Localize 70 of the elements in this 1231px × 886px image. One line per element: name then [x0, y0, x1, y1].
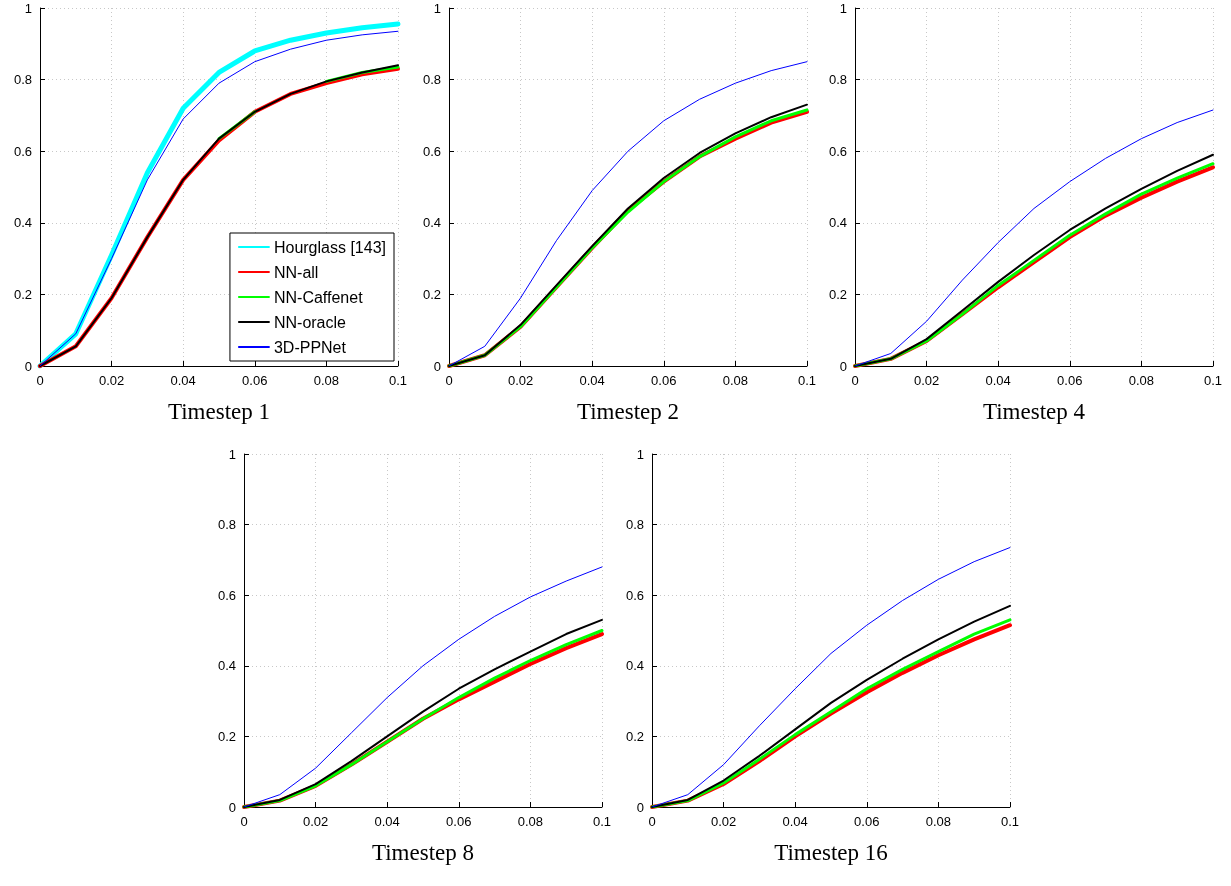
x-axis-title: Timestep 8: [371, 840, 474, 865]
y-tick-label: 0: [228, 799, 236, 815]
y-tick-label: 1: [433, 0, 441, 16]
y-tick-label: 0: [433, 358, 441, 374]
y-tick-label: 0.4: [217, 658, 236, 674]
x-tick-label: 0.04: [374, 814, 400, 829]
x-axis-title: Timestep 16: [774, 840, 888, 865]
x-tick-label: 0.06: [651, 373, 677, 388]
x-tick-label: 0.02: [913, 373, 940, 388]
y-tick-label: 0.6: [422, 143, 441, 159]
y-tick-label: 0.8: [13, 72, 32, 88]
y-tick-label: 0: [24, 358, 32, 374]
y-tick-label: 0.2: [828, 286, 847, 302]
y-tick-label: 0.2: [13, 286, 32, 302]
x-tick-label: 0: [851, 373, 859, 388]
y-tick-label: 0.8: [217, 517, 236, 533]
x-axis-title: Timestep 2: [576, 399, 679, 424]
y-tick-label: 0.6: [625, 587, 644, 603]
y-tick-label: 0.2: [625, 728, 644, 744]
x-tick-label: 0.02: [507, 373, 534, 388]
y-tick-label: 0.6: [13, 143, 32, 159]
x-tick-label: 0: [445, 373, 453, 388]
x-tick-label: 0: [36, 373, 44, 388]
x-tick-label: 0.04: [579, 373, 605, 388]
y-tick-label: 1: [24, 0, 32, 16]
y-tick-label: 0.6: [217, 587, 236, 603]
legend-label: NN-Caffenet: [273, 288, 364, 306]
legend-label: Hourglass [143]: [273, 238, 386, 256]
x-tick-label: 0.06: [446, 814, 472, 829]
x-axis-title: Timestep 1: [167, 399, 270, 424]
x-tick-label: 0.08: [925, 814, 952, 829]
x-tick-label: 0.06: [242, 373, 268, 388]
x-tick-label: 0.04: [782, 814, 808, 829]
x-axis-title: Timestep 4: [982, 399, 1086, 424]
x-tick-label: 0.08: [1128, 373, 1155, 388]
legend-label: NN-all: [273, 263, 319, 281]
x-tick-label: 0.06: [854, 814, 880, 829]
x-tick-label: 0.1: [388, 373, 407, 388]
y-tick-label: 0: [839, 358, 847, 374]
x-tick-label: 0.08: [517, 814, 544, 829]
y-tick-label: 1: [228, 446, 236, 462]
y-tick-label: 0.8: [625, 517, 644, 533]
y-tick-label: 0.6: [828, 143, 847, 159]
x-tick-label: 0.08: [722, 373, 749, 388]
legend-label: NN-oracle: [273, 313, 347, 331]
x-tick-label: 0.02: [302, 814, 329, 829]
x-tick-label: 0.04: [985, 373, 1011, 388]
x-tick-label: 0.1: [797, 373, 816, 388]
x-tick-label: 0.08: [313, 373, 340, 388]
y-tick-label: 0.4: [828, 215, 847, 231]
x-tick-label: 0.02: [710, 814, 737, 829]
y-tick-label: 1: [839, 0, 847, 16]
y-tick-label: 0.2: [217, 728, 236, 744]
y-tick-label: 0.4: [422, 215, 441, 231]
x-tick-label: 0.1: [1203, 373, 1222, 388]
x-tick-label: 0.04: [170, 373, 196, 388]
y-tick-label: 0.8: [828, 72, 847, 88]
x-tick-label: 0: [240, 814, 248, 829]
y-tick-label: 0.8: [422, 72, 441, 88]
y-tick-label: 0.2: [422, 286, 441, 302]
y-tick-label: 0.4: [625, 658, 644, 674]
y-tick-label: 1: [636, 446, 644, 462]
x-tick-label: 0.02: [98, 373, 125, 388]
y-tick-label: 0.4: [13, 215, 32, 231]
x-tick-label: 0.06: [1057, 373, 1083, 388]
x-tick-label: 0: [648, 814, 656, 829]
x-tick-label: 0.1: [592, 814, 611, 829]
x-tick-label: 0.1: [1000, 814, 1019, 829]
y-tick-label: 0: [636, 799, 644, 815]
legend-label: 3D-PPNet: [273, 338, 347, 356]
